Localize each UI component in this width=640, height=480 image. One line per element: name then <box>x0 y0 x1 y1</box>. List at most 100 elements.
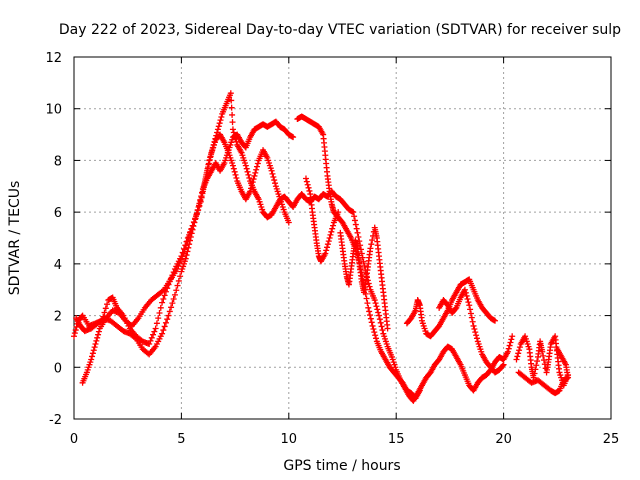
data-point <box>218 113 225 120</box>
data-point <box>253 166 260 173</box>
data-point <box>232 171 239 178</box>
data-point <box>378 323 385 330</box>
data-point <box>366 308 373 315</box>
data-point <box>150 331 157 338</box>
x-axis-label: GPS time / hours <box>283 458 400 474</box>
data-point <box>492 317 499 324</box>
data-point <box>534 358 541 365</box>
data-point <box>532 366 539 373</box>
data-point <box>230 165 237 172</box>
y-tick-label: 10 <box>45 103 62 118</box>
data-point <box>500 361 507 368</box>
data-point <box>509 333 516 340</box>
data-point <box>254 160 261 167</box>
data-point <box>151 328 158 335</box>
data-point <box>384 325 391 332</box>
data-point <box>162 319 169 326</box>
data-point <box>327 231 334 238</box>
data-point <box>533 362 540 369</box>
data-point <box>251 172 258 179</box>
data-point <box>464 296 471 303</box>
series-track-5 <box>302 175 342 265</box>
data-point <box>94 334 101 341</box>
data-point <box>216 120 223 127</box>
data-point <box>370 326 377 333</box>
data-point <box>71 333 77 340</box>
y-tick-label: -2 <box>49 413 62 428</box>
data-point <box>531 370 538 377</box>
data-point <box>539 348 546 355</box>
data-point <box>157 304 164 311</box>
data-point <box>467 310 474 317</box>
data-point <box>269 170 276 177</box>
data-point <box>245 171 252 178</box>
data-point <box>147 337 154 344</box>
series-track-8 <box>436 286 507 376</box>
data-point <box>272 180 279 187</box>
data-point <box>93 337 100 344</box>
data-point <box>217 117 224 124</box>
data-point <box>177 273 184 280</box>
data-point <box>358 250 365 257</box>
data-point <box>373 303 380 310</box>
data-point <box>247 188 254 195</box>
data-point <box>507 339 514 346</box>
data-point <box>185 244 192 251</box>
data-point <box>504 348 511 355</box>
y-tick-label: 8 <box>54 154 62 169</box>
y-tick-label: 2 <box>54 310 62 325</box>
data-point <box>302 175 309 182</box>
data-point <box>190 223 197 230</box>
data-point <box>554 346 561 353</box>
data-point <box>463 292 470 299</box>
x-tick-label: 5 <box>177 432 185 447</box>
data-point <box>379 327 386 334</box>
data-point <box>513 356 520 363</box>
data-point <box>304 181 311 188</box>
data-point <box>367 315 374 322</box>
data-point <box>365 280 372 287</box>
data-point <box>250 176 257 183</box>
data-point <box>192 216 199 223</box>
data-point <box>244 168 251 175</box>
data-point <box>516 344 523 351</box>
data-point <box>516 347 523 354</box>
data-point <box>160 327 167 334</box>
data-point <box>352 221 359 228</box>
data-point <box>335 209 342 216</box>
data-point <box>155 315 162 322</box>
data-point <box>92 341 99 348</box>
series-track-6 <box>337 224 391 332</box>
data-point <box>196 200 203 207</box>
data-point <box>195 203 202 210</box>
y-tick-label: 4 <box>54 258 62 273</box>
data-point <box>471 326 478 333</box>
data-point <box>148 334 155 341</box>
data-point <box>353 225 360 232</box>
data-point <box>368 319 375 326</box>
data-point <box>197 196 204 203</box>
data-point <box>360 258 367 265</box>
data-point <box>159 287 166 294</box>
data-point <box>71 330 78 337</box>
data-point <box>214 126 221 133</box>
data-point <box>285 219 292 226</box>
x-tick-label: 20 <box>495 432 512 447</box>
data-point <box>189 226 196 233</box>
data-point <box>372 332 379 339</box>
data-point <box>180 250 187 257</box>
data-point <box>156 309 163 316</box>
data-point <box>153 320 160 327</box>
data-point <box>186 241 193 248</box>
data-point <box>473 332 480 339</box>
data-point <box>461 286 468 293</box>
data-point <box>364 300 371 307</box>
data-point <box>252 169 259 176</box>
data-point <box>452 305 459 312</box>
data-points <box>71 90 572 404</box>
data-point <box>350 209 357 216</box>
data-point <box>465 299 472 306</box>
data-point <box>322 250 329 257</box>
data-point <box>473 335 480 342</box>
data-point <box>462 289 469 296</box>
